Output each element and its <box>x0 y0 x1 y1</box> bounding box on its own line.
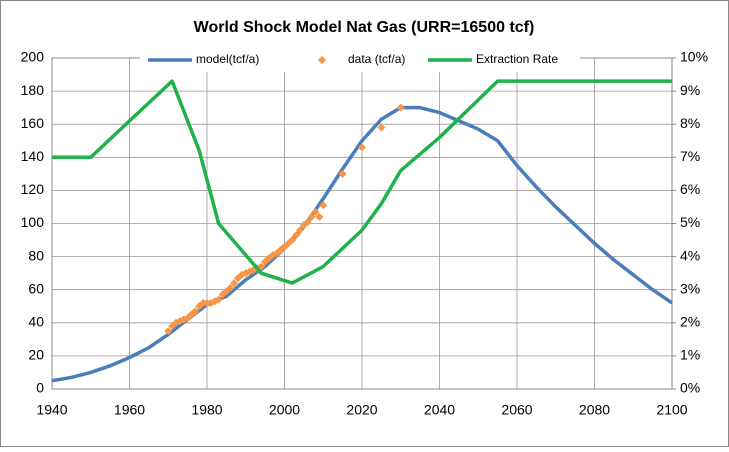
data-point <box>214 295 223 304</box>
data-point <box>191 307 200 316</box>
x-tick-label: 2100 <box>656 402 687 418</box>
y2-tick-label: 2% <box>680 314 700 330</box>
y2-tick-label: 4% <box>680 247 700 263</box>
data-point <box>226 284 235 293</box>
y-tick-label: 140 <box>21 148 45 164</box>
y2-tick-label: 7% <box>680 148 700 164</box>
data-point <box>358 143 366 152</box>
data-point <box>288 236 297 245</box>
y-tick-label: 0 <box>36 380 44 396</box>
data-point <box>377 123 386 132</box>
data-point <box>311 207 320 216</box>
marks <box>51 79 673 383</box>
data-point <box>307 212 316 221</box>
y-tick-label: 120 <box>21 181 45 197</box>
y-tick-label: 200 <box>21 49 45 65</box>
y2-tick-label: 9% <box>680 82 700 98</box>
y-tick-label: 40 <box>28 314 44 330</box>
legend-label: data (tcf/a) <box>348 52 405 66</box>
y2-tick-label: 8% <box>680 115 700 131</box>
series-line <box>51 105 673 383</box>
x-tick-label: 1940 <box>36 402 67 418</box>
data-point <box>296 226 304 235</box>
data-point <box>164 327 173 336</box>
data-point <box>303 217 312 226</box>
data-point <box>319 201 328 210</box>
y2-tick-label: 10% <box>680 49 708 65</box>
y2-tick-label: 1% <box>680 347 700 363</box>
y-tick-label: 80 <box>28 247 44 263</box>
x-tick-label: 2060 <box>501 402 532 418</box>
data-point <box>338 169 347 178</box>
y-tick-label: 180 <box>21 82 45 98</box>
y-tick-label: 100 <box>21 214 45 230</box>
y2-tick-label: 5% <box>680 214 700 230</box>
data-point <box>230 279 239 288</box>
data-point <box>315 212 324 221</box>
y-tick-label: 20 <box>28 347 44 363</box>
x-tick-label: 2080 <box>579 402 610 418</box>
legend-label: model(tcf/a) <box>196 52 259 66</box>
x-tick-label: 2020 <box>346 402 377 418</box>
y2-tick-label: 6% <box>680 181 700 197</box>
y-tick-label: 160 <box>21 115 45 131</box>
y2-tick-label: 3% <box>680 280 700 296</box>
data-point <box>396 103 405 112</box>
x-tick-label: 2000 <box>269 402 300 418</box>
legend-label: Extraction Rate <box>476 52 558 66</box>
x-tick-label: 1960 <box>114 402 145 418</box>
x-tick-label: 2040 <box>424 402 455 418</box>
series-line <box>52 79 672 285</box>
data-point <box>292 231 301 240</box>
y-tick-label: 60 <box>28 280 44 296</box>
y2-tick-label: 0% <box>680 380 700 396</box>
legend: model(tcf/a) data (tcf/a) Extraction Rate <box>140 48 580 72</box>
chart-title: World Shock Model Nat Gas (URR=16500 tcf… <box>194 19 535 36</box>
legend-swatch <box>318 56 326 64</box>
x-tick-label: 1980 <box>191 402 222 418</box>
legend-box <box>140 48 580 72</box>
